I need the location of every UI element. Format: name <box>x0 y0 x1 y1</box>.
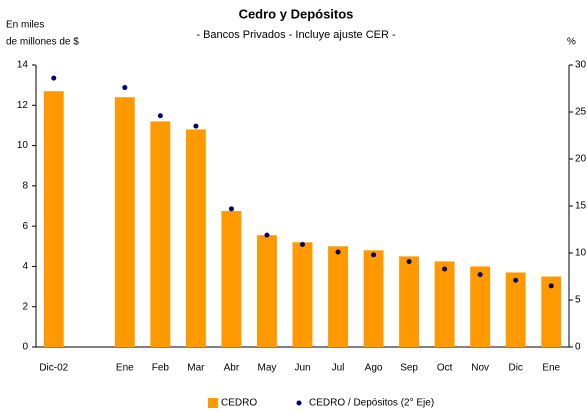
bar <box>150 121 171 348</box>
bar <box>505 272 526 347</box>
dot <box>513 277 519 283</box>
x-tick-label: Ago <box>365 363 383 374</box>
bar <box>399 256 420 347</box>
bar <box>470 266 491 347</box>
legend-swatch <box>208 398 218 408</box>
dot <box>477 272 483 278</box>
y-tick-label: 10 <box>17 140 29 151</box>
y2-tick-label: 5 <box>575 295 581 306</box>
x-tick-label: Feb <box>152 363 170 374</box>
x-tick-label: Ene <box>542 363 560 374</box>
x-tick-label: Sep <box>400 363 418 374</box>
y2-tick-label: 30 <box>575 60 587 71</box>
dot <box>406 258 412 264</box>
x-tick-label: Oct <box>437 363 453 374</box>
y2-tick-label: 25 <box>575 107 587 118</box>
chart-subtitle: - Bancos Privados - Incluye ajuste CER - <box>196 29 396 41</box>
bar <box>434 261 455 347</box>
legend-label: CEDRO <box>221 398 257 409</box>
y2-tick-label: 20 <box>575 154 587 165</box>
dot <box>335 249 341 255</box>
x-tick-label: Jun <box>294 363 310 374</box>
dot <box>157 113 163 119</box>
y-tick-label: 4 <box>22 261 28 272</box>
legend-label: CEDRO / Depósitos (2° Eje) <box>309 398 434 409</box>
y-tick-label: 12 <box>17 100 29 111</box>
bar <box>541 276 562 347</box>
y-tick-label: 0 <box>22 342 28 353</box>
dot <box>548 283 554 289</box>
y-tick-label: 2 <box>22 301 28 312</box>
dot <box>300 242 305 248</box>
bar <box>257 235 277 347</box>
x-tick-label: May <box>258 363 277 374</box>
bar <box>185 129 206 347</box>
x-tick-label: Dic <box>508 363 522 374</box>
y-axis-label: de millones de $ <box>6 37 79 48</box>
dot <box>193 123 199 129</box>
dot <box>371 252 377 258</box>
x-tick-label: Dic-02 <box>39 363 68 374</box>
bar <box>328 246 348 347</box>
bar <box>292 242 313 347</box>
dot <box>122 85 128 91</box>
bar <box>363 250 384 347</box>
dot <box>51 75 57 81</box>
y-tick-label: 14 <box>17 60 29 71</box>
x-tick-label: Mar <box>187 363 205 374</box>
x-tick-label: Jul <box>332 363 345 374</box>
chart-title: Cedro y Depósitos <box>239 6 354 21</box>
dot <box>228 206 234 212</box>
y-axis-label: En miles <box>6 20 44 31</box>
bar <box>221 211 242 347</box>
dot <box>442 266 448 272</box>
y-tick-label: 8 <box>22 180 28 191</box>
bar <box>43 91 64 347</box>
y2-axis-label: % <box>567 37 576 48</box>
y2-tick-label: 0 <box>575 342 581 353</box>
bar <box>114 97 135 347</box>
y-tick-label: 6 <box>22 221 28 232</box>
x-tick-label: Abr <box>224 363 240 374</box>
legend-swatch <box>296 400 302 406</box>
x-tick-label: Nov <box>471 363 489 374</box>
y2-tick-label: 10 <box>575 248 587 259</box>
dot <box>264 232 270 238</box>
y2-tick-label: 15 <box>575 201 587 212</box>
x-tick-label: Ene <box>116 363 134 374</box>
